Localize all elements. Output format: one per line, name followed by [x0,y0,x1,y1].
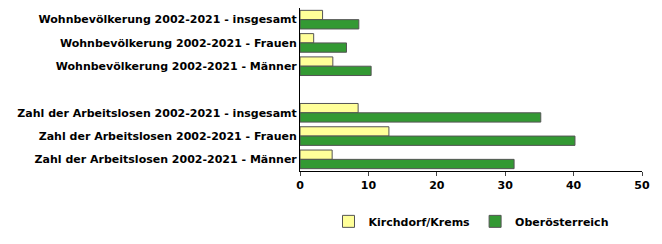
svg-text:Zahl der Arbeitslosen 2002-202: Zahl der Arbeitslosen 2002-2021 - Frauen [39,130,297,143]
svg-text:Zahl der Arbeitslosen 2002-202: Zahl der Arbeitslosen 2002-2021 - insges… [17,107,296,120]
svg-text:Wohnbevölkerung 2002-2021 - Mä: Wohnbevölkerung 2002-2021 - Männer [56,60,298,73]
svg-text:Kirchdorf/Krems: Kirchdorf/Krems [369,216,471,229]
svg-text:Wohnbevölkerung 2002-2021 - Fr: Wohnbevölkerung 2002-2021 - Frauen [60,37,297,50]
svg-text:Wohnbevölkerung 2002-2021 - in: Wohnbevölkerung 2002-2021 - insgesamt [39,13,297,26]
svg-text:30: 30 [498,179,514,192]
svg-text:0: 0 [296,179,304,192]
svg-text:40: 40 [566,179,582,192]
svg-text:50: 50 [634,179,650,192]
svg-text:10: 10 [361,179,377,192]
svg-text:Zahl der Arbeitslosen 2002-202: Zahl der Arbeitslosen 2002-2021 - Männer [35,153,298,166]
svg-text:20: 20 [429,179,445,192]
svg-text:Oberösterreich: Oberösterreich [515,216,608,229]
